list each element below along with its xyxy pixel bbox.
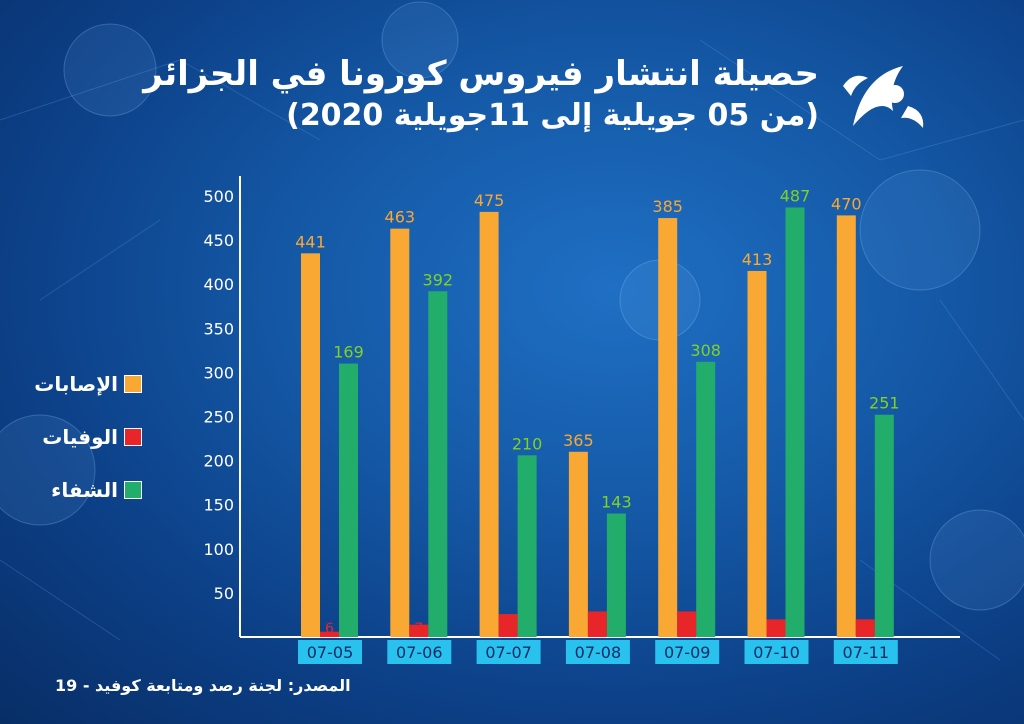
- data-label-recovered: 392: [423, 270, 454, 289]
- data-label-deaths: 7: [414, 621, 423, 637]
- legend-item-deaths: الوفيات: [34, 425, 142, 449]
- legend-label-cases: الإصابات: [34, 372, 118, 396]
- y-tick-label: 500: [203, 187, 234, 206]
- data-label-recovered: 487: [780, 186, 811, 205]
- bar-cases: [568, 451, 588, 637]
- bar-recovered: [428, 291, 448, 637]
- data-label-recovered: 169: [333, 343, 364, 362]
- bar-cases: [479, 211, 499, 637]
- bar-recovered: [785, 207, 805, 637]
- date-box: [298, 640, 362, 664]
- data-label-cases: 463: [385, 208, 416, 227]
- date-box: [476, 640, 541, 664]
- data-label-cases: 365: [563, 431, 594, 450]
- data-label-cases: 441: [295, 232, 326, 251]
- x-tick-label: 07-06: [396, 643, 443, 662]
- y-tick-label: 400: [203, 275, 234, 294]
- data-label-recovered: 308: [690, 341, 721, 360]
- date-box: [387, 640, 452, 664]
- brand-logo: [843, 66, 924, 128]
- bar-deaths: [855, 619, 875, 637]
- x-tick-label: 07-11: [843, 643, 890, 662]
- y-tick-label: 450: [203, 231, 234, 250]
- x-tick-label: 07-07: [485, 643, 532, 662]
- data-label-deaths: 8: [861, 621, 870, 637]
- bar-cases: [658, 218, 678, 638]
- data-label-recovered: 251: [869, 394, 900, 413]
- legend-swatch-deaths: [124, 428, 142, 446]
- x-tick-label: 07-10: [753, 643, 800, 662]
- chart-legend: الإصابات الوفيات الشفاء: [34, 372, 142, 531]
- y-tick-label: 100: [203, 540, 234, 559]
- y-tick-label: 200: [203, 452, 234, 471]
- bar-cases: [390, 228, 410, 637]
- data-label-cases: 385: [652, 197, 683, 216]
- bar-deaths: [677, 611, 697, 637]
- page-title: حصيلة انتشار فيروس كورونا في الجزائر: [143, 54, 819, 94]
- bar-cases: [747, 270, 767, 637]
- legend-swatch-cases: [124, 375, 142, 393]
- data-label-recovered: 210: [512, 434, 543, 453]
- date-box: [744, 640, 809, 664]
- legend-item-recovered: الشفاء: [34, 478, 142, 502]
- bar-deaths: [766, 619, 786, 637]
- legend-label-deaths: الوفيات: [42, 425, 118, 449]
- y-tick-label: 300: [203, 363, 234, 382]
- y-tick-label: 350: [203, 319, 234, 338]
- y-tick-label: 250: [203, 408, 234, 427]
- x-tick-label: 07-08: [575, 643, 622, 662]
- legend-label-recovered: الشفاء: [51, 478, 118, 502]
- data-label-cases: 413: [742, 250, 773, 269]
- data-label-recovered: 143: [601, 493, 632, 512]
- source-note: المصدر: لجنة رصد ومتابعة كوفيد - 19: [55, 676, 351, 695]
- data-label-deaths: 10: [588, 621, 606, 637]
- data-label-cases: 470: [831, 194, 862, 213]
- date-box: [833, 640, 898, 664]
- bar-recovered: [874, 414, 894, 637]
- bar-cases: [301, 253, 320, 637]
- bar-recovered: [696, 361, 716, 637]
- bar-cases: [836, 215, 856, 638]
- x-tick-label: 07-05: [307, 643, 354, 662]
- bar-deaths: [498, 614, 518, 637]
- bar-deaths: [587, 611, 607, 637]
- y-tick-label: 150: [203, 496, 234, 515]
- data-label-deaths: 9: [504, 621, 513, 637]
- page-subtitle: (من 05 جويلية إلى 11جويلية 2020): [286, 98, 819, 133]
- date-box: [565, 640, 630, 664]
- bar-recovered: [339, 363, 358, 637]
- bar-recovered: [517, 455, 537, 637]
- data-label-deaths: 8: [772, 621, 781, 637]
- data-label-deaths: 10: [678, 621, 696, 637]
- bar-recovered: [606, 513, 626, 637]
- data-label-cases: 475: [474, 191, 505, 210]
- legend-swatch-recovered: [124, 481, 142, 499]
- x-tick-label: 07-09: [664, 643, 711, 662]
- date-box: [655, 640, 720, 664]
- bar-deaths: [320, 631, 339, 637]
- bar-deaths: [409, 624, 429, 637]
- data-label-deaths: 6: [325, 621, 334, 637]
- legend-item-cases: الإصابات: [34, 372, 142, 396]
- title-block: حصيلة انتشار فيروس كورونا في الجزائر (من…: [143, 52, 819, 136]
- y-tick-label: 50: [214, 584, 234, 603]
